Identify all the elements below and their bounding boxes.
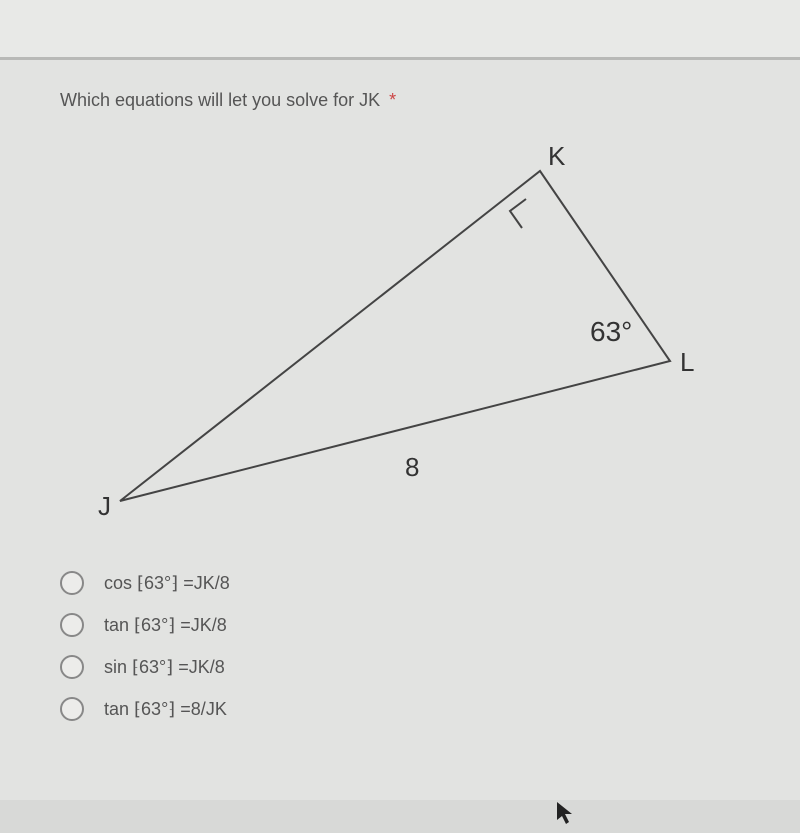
option-row[interactable]: tan ⁅63°⁆ =8/JK	[60, 697, 760, 721]
diagram-svg: J K L 63° 8	[60, 131, 700, 551]
option-text: tan ⁅63°⁆ =JK/8	[104, 615, 227, 636]
radio-icon[interactable]	[60, 613, 84, 637]
option-row[interactable]: tan ⁅63°⁆ =JK/8	[60, 613, 760, 637]
option-row[interactable]: cos ⁅63°⁆ =JK/8	[60, 571, 760, 595]
required-marker: *	[389, 90, 396, 110]
options-list: cos ⁅63°⁆ =JK/8 tan ⁅63°⁆ =JK/8 sin ⁅63°…	[60, 571, 760, 721]
triangle-diagram: J K L 63° 8	[60, 131, 700, 551]
question-label: Which equations will let you solve for J…	[60, 90, 380, 110]
radio-icon[interactable]	[60, 571, 84, 595]
content-area: Which equations will let you solve for J…	[0, 60, 800, 800]
option-text: cos ⁅63°⁆ =JK/8	[104, 573, 230, 594]
vertex-label-k: K	[548, 141, 566, 171]
vertex-label-j: J	[98, 491, 111, 521]
vertex-label-l: L	[680, 347, 694, 377]
right-angle-marker	[510, 199, 526, 228]
option-text: sin ⁅63°⁆ =JK/8	[104, 657, 225, 678]
question-text: Which equations will let you solve for J…	[60, 90, 760, 111]
side-label: 8	[405, 452, 419, 482]
triangle-shape	[120, 171, 670, 501]
option-row[interactable]: sin ⁅63°⁆ =JK/8	[60, 655, 760, 679]
cursor-icon	[555, 800, 575, 833]
radio-icon[interactable]	[60, 697, 84, 721]
option-text: tan ⁅63°⁆ =8/JK	[104, 699, 227, 720]
top-bar	[0, 0, 800, 60]
radio-icon[interactable]	[60, 655, 84, 679]
angle-label: 63°	[590, 316, 632, 347]
